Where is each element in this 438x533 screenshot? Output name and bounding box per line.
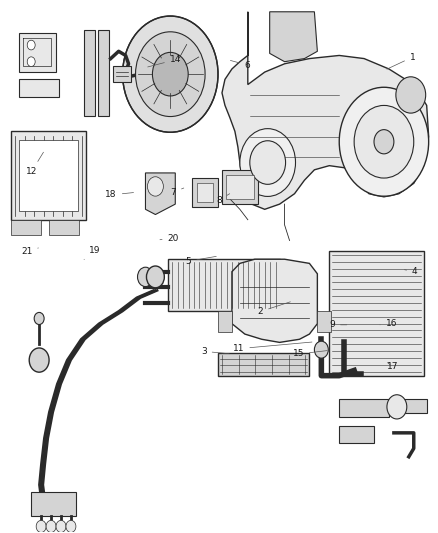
FancyBboxPatch shape: [339, 425, 374, 443]
FancyBboxPatch shape: [98, 30, 109, 116]
Text: 21: 21: [21, 247, 39, 256]
Circle shape: [123, 16, 218, 132]
Circle shape: [339, 87, 429, 196]
FancyBboxPatch shape: [31, 492, 76, 516]
Text: 14: 14: [148, 55, 181, 67]
Circle shape: [56, 520, 66, 532]
Circle shape: [374, 130, 394, 154]
Text: 2: 2: [258, 302, 290, 316]
Text: 16: 16: [380, 319, 397, 328]
FancyBboxPatch shape: [329, 251, 424, 376]
Circle shape: [146, 266, 164, 288]
Text: 12: 12: [26, 152, 43, 175]
Circle shape: [240, 128, 296, 197]
Text: 8: 8: [216, 193, 230, 205]
Text: 6: 6: [230, 60, 250, 69]
Circle shape: [148, 177, 163, 196]
Circle shape: [66, 520, 76, 532]
FancyBboxPatch shape: [113, 66, 131, 83]
FancyBboxPatch shape: [389, 399, 427, 413]
Circle shape: [27, 40, 35, 50]
Text: 4: 4: [405, 268, 418, 276]
FancyBboxPatch shape: [218, 353, 309, 376]
Text: 9: 9: [329, 320, 347, 329]
Circle shape: [354, 106, 414, 178]
Text: 20: 20: [160, 234, 179, 243]
Circle shape: [387, 395, 407, 419]
Polygon shape: [145, 173, 175, 214]
Text: 17: 17: [386, 362, 398, 370]
Circle shape: [152, 52, 188, 96]
Circle shape: [138, 267, 153, 287]
FancyBboxPatch shape: [11, 131, 86, 220]
FancyBboxPatch shape: [19, 140, 78, 212]
FancyBboxPatch shape: [197, 183, 213, 202]
Text: 19: 19: [84, 246, 101, 260]
FancyBboxPatch shape: [218, 311, 232, 332]
Circle shape: [29, 348, 49, 372]
Circle shape: [314, 341, 328, 358]
Circle shape: [135, 32, 205, 117]
Circle shape: [396, 77, 426, 113]
FancyBboxPatch shape: [318, 311, 331, 332]
Text: 15: 15: [293, 350, 327, 359]
Text: 11: 11: [233, 342, 312, 353]
FancyBboxPatch shape: [84, 30, 95, 116]
FancyBboxPatch shape: [168, 259, 279, 311]
Text: 18: 18: [105, 190, 134, 199]
Polygon shape: [270, 12, 318, 62]
FancyBboxPatch shape: [19, 79, 59, 97]
FancyBboxPatch shape: [49, 220, 79, 235]
Circle shape: [46, 520, 56, 532]
Text: 7: 7: [170, 188, 184, 197]
Circle shape: [34, 312, 44, 325]
FancyBboxPatch shape: [192, 178, 218, 207]
FancyBboxPatch shape: [222, 170, 258, 204]
FancyBboxPatch shape: [339, 399, 389, 417]
Circle shape: [36, 520, 46, 532]
FancyBboxPatch shape: [11, 220, 41, 235]
Text: 3: 3: [201, 347, 229, 356]
Polygon shape: [19, 33, 56, 72]
Circle shape: [250, 141, 286, 184]
Polygon shape: [222, 12, 429, 209]
Text: 1: 1: [387, 53, 416, 69]
Polygon shape: [232, 259, 318, 342]
Text: 5: 5: [186, 256, 216, 265]
Circle shape: [27, 57, 35, 67]
FancyBboxPatch shape: [226, 175, 254, 199]
